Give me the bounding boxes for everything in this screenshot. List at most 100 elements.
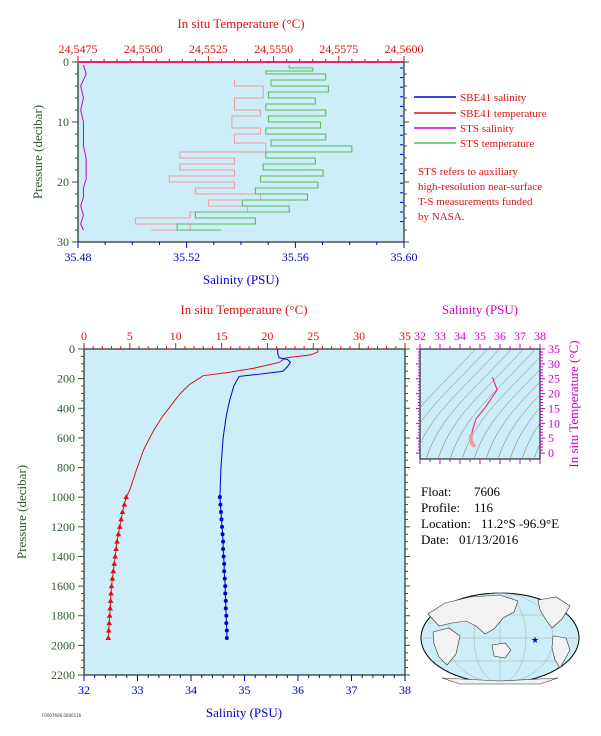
top-panel: 35.48 35.52 35.56 35.60 24,5475 24,5500 24,552…	[30, 16, 424, 287]
main-salinity-point	[221, 547, 226, 552]
ts-plot-background	[419, 348, 541, 460]
ts-density-contour	[420, 349, 500, 445]
info-float-value: 7606	[474, 484, 501, 499]
info-profile-value: 116	[474, 500, 494, 515]
main-temperature-point	[118, 516, 124, 522]
main-temperature-point	[108, 590, 114, 596]
legend: SBE41 salinity SBE41 temperature STS sal…	[414, 92, 547, 223]
top-x-tick-label: 35.56	[282, 250, 309, 264]
main-salinity-point	[222, 561, 227, 566]
main-salinity-point	[224, 628, 229, 633]
main-y-tick-label: 200	[57, 372, 75, 386]
ts-density-contour	[420, 349, 488, 424]
info-date-label: Date:	[421, 532, 449, 547]
main-y-tick-label: 0	[69, 342, 75, 356]
top-x-top-tick-label: 24,5500	[124, 42, 163, 56]
main-y-tick-label: 1400	[51, 549, 75, 563]
main-series-group	[105, 349, 319, 640]
main-x-tick-label: 34	[185, 683, 197, 697]
main-temperature-point	[108, 583, 115, 589]
ts-density-contour	[461, 356, 540, 459]
main-x-top-axis-title: In situ Temperature (°C)	[180, 302, 307, 317]
main-sbe41-salinity-line	[219, 349, 292, 638]
legend-label-sts-temperature: STS temperature	[460, 138, 534, 150]
ts-density-contour	[425, 349, 512, 459]
ts-density-contour	[485, 381, 540, 459]
top-y-tick-label: 0	[63, 55, 69, 69]
ts-y-tick-label: 15	[548, 401, 560, 415]
main-temperature-point	[115, 531, 122, 537]
ts-deep-point	[469, 433, 474, 439]
ts-y-tick-label: 0	[548, 446, 554, 460]
main-temperature-point	[119, 509, 126, 514]
ts-deep-point	[471, 442, 476, 448]
main-temperature-point	[105, 634, 112, 640]
ts-x-axis-title: Salinity (PSU)	[442, 302, 518, 317]
top-x-tick-label: 35.48	[65, 250, 92, 264]
ts-series-group	[468, 377, 498, 448]
top-y-tick-label: 10	[57, 115, 69, 129]
main-x-tick-label: 37	[346, 683, 358, 697]
top-y-axis-title: Pressure (decibar)	[30, 105, 45, 199]
main-x-top-tick-label: 20	[261, 329, 273, 343]
top-x-top-tick-label: 24,5475	[59, 42, 98, 56]
ts-density-contour	[473, 369, 540, 459]
main-temperature-point	[106, 620, 113, 626]
top-x-top-axis-title: In situ Temperature (°C)	[177, 16, 304, 31]
ts-density-contour	[509, 407, 540, 459]
main-temperature-point	[110, 568, 117, 574]
main-x-tick-label: 32	[78, 683, 90, 697]
ts-y-tick-label: 5	[548, 431, 554, 445]
legend-label-sts-salinity: STS salinity	[460, 123, 515, 135]
map-land	[427, 594, 571, 685]
main-temperature-point	[105, 627, 112, 633]
top-x-tick-label: 35.52	[173, 250, 200, 264]
ts-x-tick-label: 32	[414, 329, 426, 343]
main-salinity-point	[218, 502, 223, 507]
main-salinity-point	[224, 621, 229, 626]
float-location-marker-icon: ★	[531, 636, 539, 646]
main-y-tick-label: 1000	[51, 490, 75, 504]
legend-note-line-3: T-S measurements funded	[418, 196, 533, 208]
main-y-tick-label: 400	[57, 401, 75, 415]
main-x-tick-label: 35	[239, 683, 251, 697]
ts-x-tick-label: 35	[474, 329, 486, 343]
info-block: Float: 7606 Profile: 116 Location: 11.2°…	[421, 484, 559, 547]
main-salinity-point	[221, 554, 226, 559]
info-location-label: Location:	[421, 516, 471, 531]
main-salinity-point	[220, 524, 225, 529]
main-temperature-point	[106, 612, 113, 618]
info-float-label: Float:	[421, 484, 451, 499]
main-temperature-point	[114, 538, 120, 544]
top-sts-salinity-line	[80, 64, 87, 231]
info-profile-label: Profile:	[421, 500, 460, 515]
ts-y-tick-label: 10	[548, 416, 560, 430]
main-temperature-point	[121, 501, 128, 507]
main-temperature-point	[123, 494, 129, 500]
main-x-top-tick-label: 5	[127, 329, 133, 343]
main-y-tick-label: 2200	[51, 668, 75, 682]
ts-x-tick-label: 37	[514, 329, 526, 343]
main-y-tick-label: 2000	[51, 638, 75, 652]
main-salinity-point	[223, 584, 228, 589]
main-temperature-point	[116, 523, 123, 529]
top-x-top-tick-label: 24,5525	[189, 42, 228, 56]
main-salinity-point	[218, 510, 223, 514]
top-x-axis-title: Salinity (PSU)	[203, 272, 279, 287]
top-x-top-tick-label: 24,5600	[385, 42, 424, 56]
main-salinity-point	[223, 598, 228, 603]
main-x-tick-label: 38	[399, 683, 411, 697]
main-y-axis-title: Pressure (decibar)	[14, 465, 29, 559]
main-salinity-point	[222, 569, 227, 574]
ts-density-contour	[437, 349, 524, 459]
main-salinity-point	[224, 613, 229, 618]
main-x-tick-label: 36	[292, 683, 304, 697]
main-x-top-tick-label: 10	[170, 329, 182, 343]
ts-x-tick-label: 36	[494, 329, 506, 343]
main-salinity-point	[223, 591, 228, 596]
info-date-value: 01/13/2016	[459, 532, 519, 547]
ts-x-tick-label: 33	[434, 329, 446, 343]
legend-label-sbe41-temperature: SBE41 temperature	[460, 108, 547, 120]
